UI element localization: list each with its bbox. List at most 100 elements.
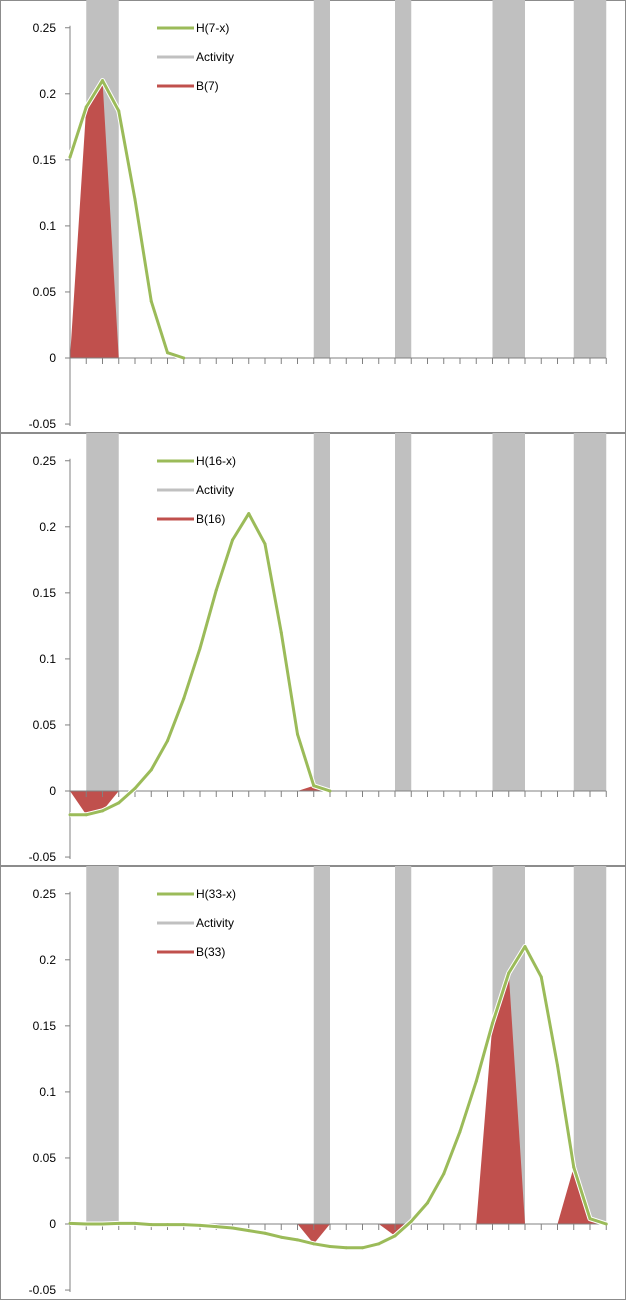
h-series-point bbox=[377, 1242, 381, 1246]
y-tick-label: 0.2 bbox=[39, 87, 56, 101]
activity-band bbox=[573, 0, 607, 358]
h-series-point bbox=[247, 1229, 251, 1233]
h-series-point bbox=[491, 1021, 494, 1025]
h-series-point bbox=[328, 789, 332, 793]
activity-band bbox=[395, 866, 412, 1224]
h-series-point bbox=[247, 512, 251, 516]
h-series-point bbox=[198, 646, 202, 650]
h-series-point bbox=[68, 813, 72, 817]
h-series-point bbox=[133, 786, 137, 790]
h-series-point bbox=[214, 1225, 218, 1229]
activity-band bbox=[313, 866, 330, 1224]
activity-band bbox=[492, 0, 525, 358]
b-series-area bbox=[70, 785, 607, 815]
h-series-point bbox=[263, 1231, 267, 1235]
h-series-point bbox=[166, 351, 169, 355]
h-series-point bbox=[101, 1222, 104, 1226]
y-tick-label: 0.05 bbox=[33, 1151, 57, 1165]
legend-entry-activity-label: Activity bbox=[196, 916, 234, 930]
h-series-halo bbox=[69, 944, 608, 1251]
h-series-point bbox=[328, 1244, 332, 1248]
h-series-point bbox=[166, 739, 169, 743]
h-series-point bbox=[523, 945, 527, 949]
b-series-area bbox=[70, 973, 607, 1244]
activity-band bbox=[395, 0, 412, 358]
h-series-point bbox=[556, 1063, 559, 1067]
y-tick-label: 0.05 bbox=[33, 285, 57, 299]
h-series-point bbox=[572, 1165, 576, 1169]
legend-entry-b-label: B(7) bbox=[196, 79, 219, 93]
h-series-point bbox=[149, 768, 153, 772]
h-series-point bbox=[231, 1226, 234, 1230]
y-tick-label: 0.05 bbox=[33, 718, 57, 732]
h-series-point bbox=[198, 1223, 202, 1227]
h-series-point bbox=[458, 1130, 462, 1134]
h-series-point bbox=[149, 1223, 153, 1227]
h-series-point bbox=[133, 197, 137, 201]
h-series-point bbox=[539, 975, 543, 979]
legend-entry-h-label: H(7-x) bbox=[196, 21, 229, 35]
y-tick-label: 0.25 bbox=[33, 454, 57, 468]
h-series-point bbox=[182, 697, 186, 701]
y-tick-label: 0.1 bbox=[39, 1085, 56, 1099]
legend-entry-b-label: B(33) bbox=[196, 945, 225, 959]
chart-panel-h16: 0.25 0.2 0.15 0.1 0.05 0 -0.05 H(16-x) Activity B… bbox=[0, 433, 626, 866]
y-tick-label: 0 bbox=[49, 784, 56, 798]
h-series-point bbox=[344, 1246, 348, 1250]
h-series-line bbox=[69, 945, 607, 1250]
y-tick-label: 0.2 bbox=[39, 520, 56, 534]
h-series-point bbox=[182, 1223, 186, 1227]
h-series-point bbox=[442, 1172, 446, 1176]
legend-entry-b-label: B(16) bbox=[196, 512, 225, 526]
h-series-point bbox=[84, 813, 88, 817]
y-tick-label: 0.15 bbox=[33, 1019, 57, 1033]
h-series-point bbox=[361, 1246, 364, 1250]
y-tick-label: 0.15 bbox=[33, 586, 57, 600]
h-series-point bbox=[117, 109, 121, 113]
y-tick-label: -0.05 bbox=[29, 1283, 57, 1297]
h-series-point bbox=[166, 1223, 169, 1227]
h-series-point bbox=[117, 801, 121, 805]
activity-band bbox=[492, 433, 525, 791]
legend-entry-h-label: H(33-x) bbox=[196, 887, 236, 901]
h-series-point bbox=[182, 356, 186, 360]
b-series-area bbox=[70, 80, 607, 358]
y-tick-label: -0.05 bbox=[29, 417, 57, 431]
h-series-point bbox=[474, 1079, 478, 1083]
h-series-point bbox=[296, 1238, 299, 1242]
chart-panel-h7: 0.25 0.2 0.15 0.1 0.05 0 -0.05 H(7-x) Activity B(… bbox=[0, 0, 626, 433]
h-series-point bbox=[426, 1201, 429, 1205]
legend-entry-activity-label: Activity bbox=[196, 483, 234, 497]
activity-band bbox=[86, 433, 119, 791]
activity-band bbox=[395, 433, 412, 791]
y-tick-label: 0 bbox=[49, 1217, 56, 1231]
h-series-point bbox=[149, 299, 153, 303]
legend-entry-h-label: H(16-x) bbox=[196, 454, 236, 468]
activity-band bbox=[313, 433, 330, 791]
y-tick-label: 0.15 bbox=[33, 153, 57, 167]
h-series-point bbox=[214, 588, 218, 592]
h-series-point bbox=[312, 784, 316, 788]
h-series-point bbox=[68, 1221, 72, 1225]
h-series-line bbox=[68, 79, 185, 360]
activity-band bbox=[573, 866, 607, 1224]
h-series-point bbox=[588, 1217, 592, 1221]
y-tick-label: 0.1 bbox=[39, 219, 56, 233]
h-series-point bbox=[101, 809, 104, 813]
h-series-point bbox=[117, 1221, 121, 1225]
y-tick-label: 0 bbox=[49, 351, 56, 365]
activity-band bbox=[573, 433, 607, 791]
h-series-point bbox=[604, 1222, 608, 1226]
activity-band bbox=[86, 866, 119, 1224]
h-series-point bbox=[84, 105, 88, 109]
activity-band bbox=[313, 0, 330, 358]
h-series-point bbox=[133, 1221, 137, 1225]
y-tick-label: 0.2 bbox=[39, 953, 56, 967]
h-series-point bbox=[68, 155, 72, 159]
h-series-point bbox=[263, 542, 267, 546]
h-series-point bbox=[393, 1234, 397, 1238]
h-series-point bbox=[101, 79, 104, 83]
y-tick-label: -0.05 bbox=[29, 850, 57, 864]
h-series-point bbox=[296, 732, 299, 736]
